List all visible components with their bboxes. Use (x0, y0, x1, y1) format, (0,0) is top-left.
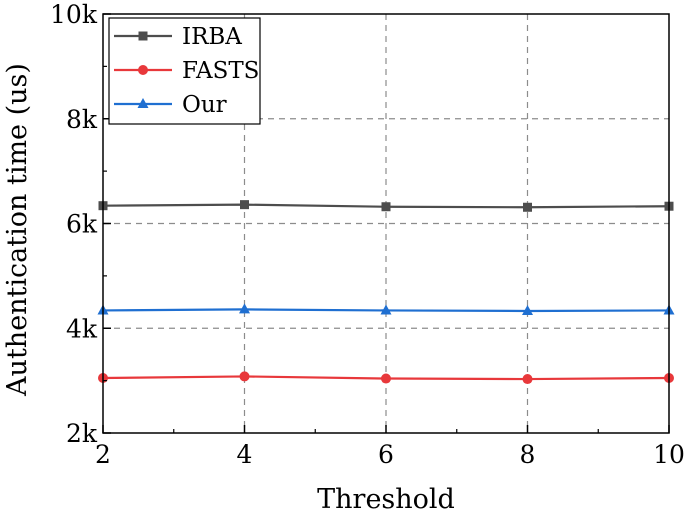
data-point (522, 304, 533, 315)
x-axis-label: Threshold (317, 484, 455, 513)
series-our (97, 303, 675, 315)
y-tick-label: 8k (66, 105, 98, 134)
ticks: 2 4 6 8 10 2k 4k 6k 8k 10k (50, 0, 685, 469)
legend-label: IRBA (182, 24, 242, 50)
y-axis-label: Authentication time (us) (2, 63, 33, 397)
legend-item: Our (114, 92, 227, 118)
y-tick-label: 6k (66, 210, 98, 239)
y-tick-label: 4k (66, 314, 98, 343)
y-tick-label: 10k (50, 0, 98, 29)
data-point (381, 373, 391, 384)
data-point (381, 202, 391, 212)
legend-marker (138, 31, 148, 41)
data-point (523, 202, 532, 212)
legend-label: Our (182, 92, 227, 118)
data-point (239, 371, 250, 382)
legend-item: FASTS (114, 58, 259, 84)
series-fasts (98, 371, 674, 385)
legend-label: FASTS (182, 58, 259, 84)
legend-marker (138, 65, 148, 75)
x-tick-label: 10 (653, 440, 685, 469)
data-point (240, 200, 249, 210)
legend-marker (137, 98, 149, 108)
data-point (239, 303, 250, 314)
legend-item: IRBA (114, 24, 242, 50)
x-tick-label: 2 (95, 440, 111, 469)
x-tick-label: 8 (520, 440, 536, 469)
legend: IRBA FASTS Our (108, 17, 261, 125)
x-tick-label: 4 (237, 440, 253, 469)
data-point (380, 304, 392, 315)
data-point (522, 374, 533, 385)
y-tick-label: 2k (66, 419, 98, 448)
x-tick-label: 6 (378, 440, 394, 469)
